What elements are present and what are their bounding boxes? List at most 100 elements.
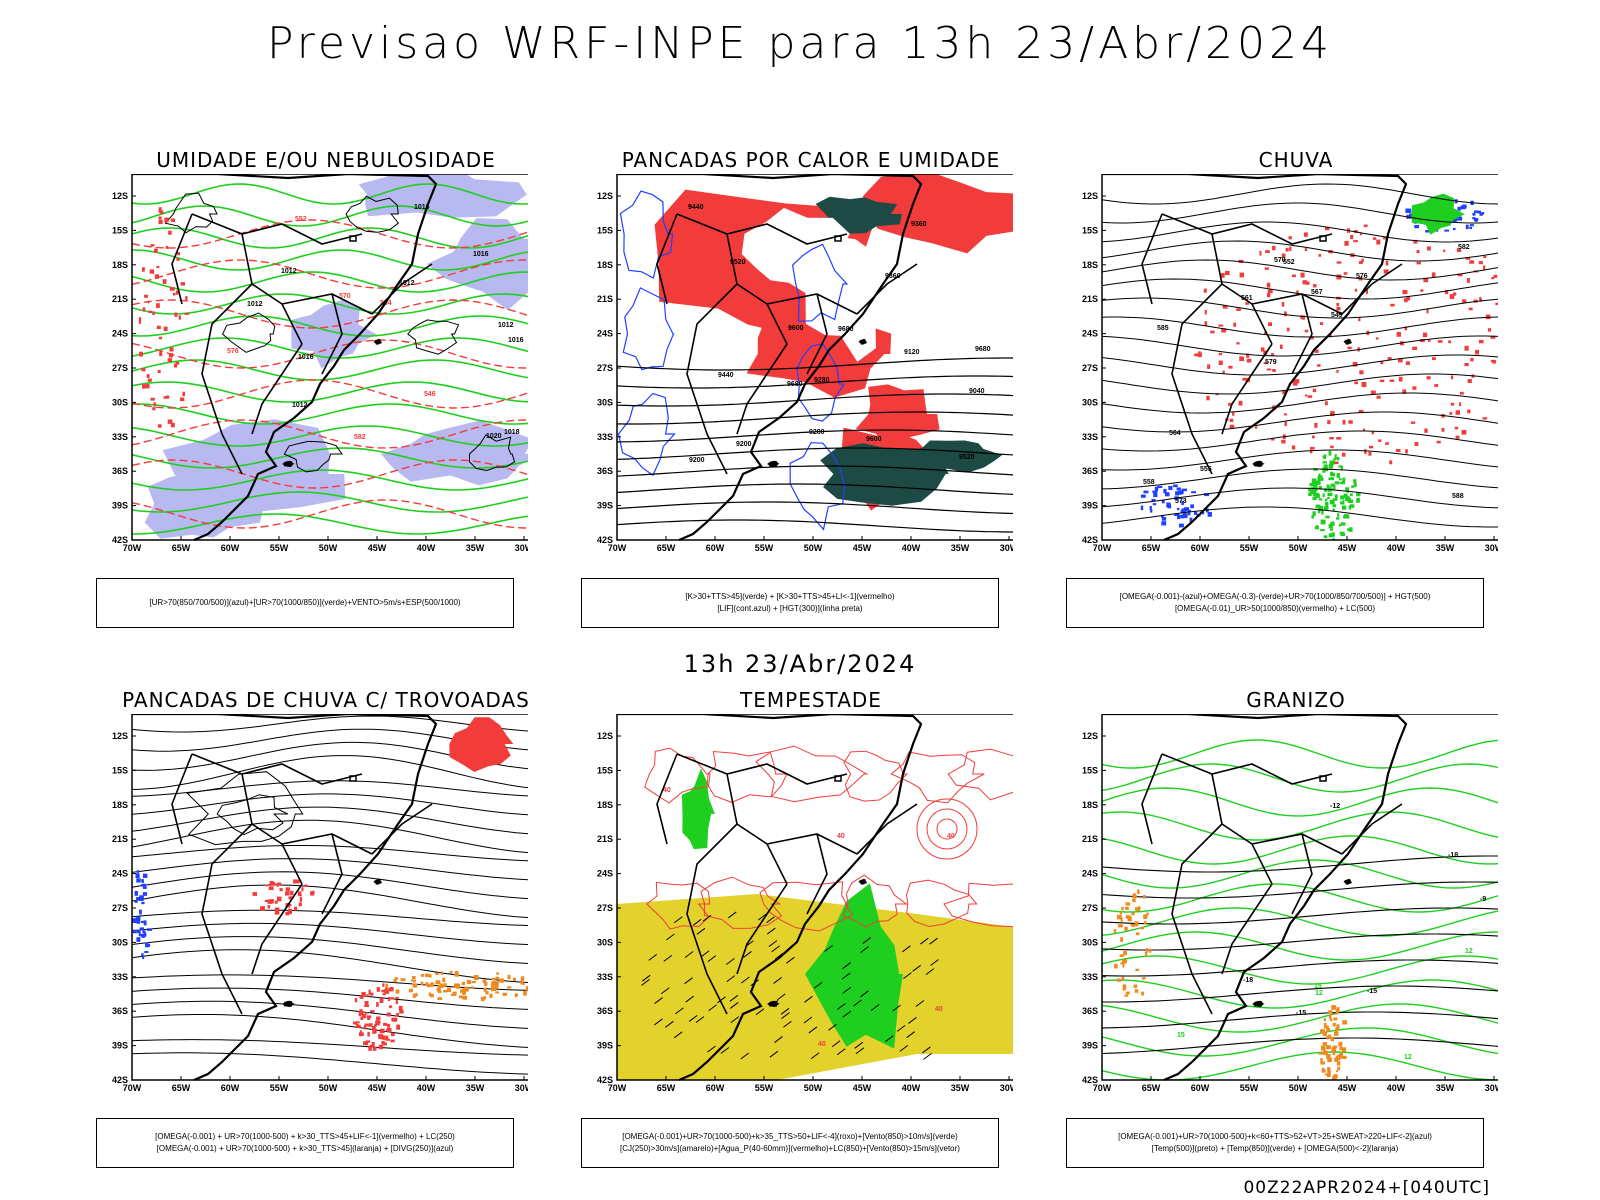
contour-label: 40 xyxy=(837,833,845,840)
y-tick-label: 30S xyxy=(1082,397,1098,407)
state-border xyxy=(321,833,343,915)
convection-strong-area xyxy=(910,440,1004,473)
thickness-contour xyxy=(132,219,528,249)
humidity-dot xyxy=(158,216,162,220)
rain-dot xyxy=(1379,379,1385,383)
rain-dot xyxy=(1424,428,1428,433)
strong-omega-dot xyxy=(1332,538,1335,540)
strong-omega-dot xyxy=(1329,460,1335,465)
rain-dot xyxy=(1358,260,1363,265)
rain-dot xyxy=(1336,306,1341,311)
rain-dot xyxy=(1427,246,1431,251)
strong-omega-dot xyxy=(1339,531,1345,534)
instability-dot xyxy=(393,979,397,983)
omega-dot xyxy=(1320,1061,1326,1065)
storm-dot xyxy=(362,1014,366,1019)
state-border xyxy=(856,263,918,315)
storm-dot xyxy=(395,1000,398,1005)
instability-dot xyxy=(490,983,496,987)
omega-dot xyxy=(1182,488,1187,492)
height-contour xyxy=(617,465,1013,477)
wind-vector xyxy=(929,937,938,945)
strong-omega-dot xyxy=(1313,491,1316,497)
storm-dot xyxy=(372,1026,376,1031)
rain-dot xyxy=(1304,329,1309,333)
y-tick-label: 39S xyxy=(597,1041,613,1051)
rain-dot xyxy=(1268,322,1273,327)
water-contour xyxy=(943,882,1013,928)
storm-dot xyxy=(361,992,366,997)
humidity-contour xyxy=(132,403,528,425)
rain-dot xyxy=(1461,430,1467,435)
y-tick-label: 27S xyxy=(112,903,128,913)
y-tick-label: 24S xyxy=(1082,329,1098,339)
rain-dot xyxy=(1279,344,1283,350)
rain-dot xyxy=(1242,377,1247,381)
storm-dot xyxy=(395,996,399,999)
y-tick-label: 30S xyxy=(597,937,613,947)
x-tick-label: 35W xyxy=(951,543,970,553)
divergence-dot xyxy=(136,919,141,924)
strong-omega-dot xyxy=(1312,488,1318,492)
storm-dot xyxy=(386,1012,391,1017)
rain-dot xyxy=(1319,322,1324,326)
contour-label: 12 xyxy=(1465,948,1473,955)
rain-dot xyxy=(1311,435,1315,439)
x-tick-label: 70W xyxy=(1093,543,1112,553)
storm-dot xyxy=(285,891,290,896)
storm-dot xyxy=(381,1041,385,1044)
wind-vector xyxy=(675,1007,684,1015)
humidity-dot xyxy=(167,419,173,424)
omega-dot xyxy=(1177,507,1180,511)
humidity-dot xyxy=(159,351,163,357)
rain-dot xyxy=(1222,370,1225,374)
instability-dot xyxy=(495,991,500,994)
humidity-dot xyxy=(175,290,179,295)
storm-dot xyxy=(390,1032,395,1037)
storm-dot xyxy=(265,884,268,887)
humidity-dot xyxy=(165,245,169,249)
height-contour xyxy=(1102,316,1498,338)
rain-dot xyxy=(1303,232,1308,237)
rain-dot xyxy=(1420,289,1424,292)
panel-tempestade: TEMPESTADE 40 40 40 40 40 12S 15S 18S 21S 24S 27S 3… xyxy=(571,688,1051,1168)
humidity-dot xyxy=(144,294,148,298)
omega-dot xyxy=(1120,962,1125,965)
omega-dot xyxy=(1339,1053,1343,1059)
wind-vector xyxy=(660,987,670,995)
x-tick-label: 65W xyxy=(657,543,676,553)
instability-dot xyxy=(385,983,388,988)
wind-vector xyxy=(841,972,851,980)
instability-dot xyxy=(435,972,440,975)
temp850-contour xyxy=(1102,811,1498,841)
map-border xyxy=(616,174,1013,541)
omega-dot xyxy=(1335,1027,1338,1032)
rain-dot xyxy=(1444,289,1449,295)
legend-line: [K>30+TTS>45](verde) + [K>30+TTS>45+LI<-… xyxy=(685,592,895,601)
instability-dot xyxy=(408,988,413,993)
wind-vector xyxy=(860,990,869,998)
storm-dot xyxy=(376,987,380,992)
instability-dot xyxy=(415,992,418,997)
rain-dot xyxy=(1204,310,1207,315)
wind-vector xyxy=(923,1053,932,1060)
rain-dot xyxy=(1469,260,1475,264)
rain-dot xyxy=(1434,384,1439,387)
wind-vector xyxy=(729,1002,739,1009)
divergence-dot xyxy=(139,898,144,901)
humidity-dot xyxy=(179,397,185,402)
storm-dot xyxy=(359,1030,362,1033)
instability-dot xyxy=(494,984,499,990)
strong-omega-dot xyxy=(1332,498,1338,501)
wind-vector xyxy=(766,916,775,924)
rain-dot xyxy=(1266,368,1272,371)
rain-dot xyxy=(1330,411,1335,417)
storm-dot xyxy=(379,1028,385,1034)
x-tick-label: 45W xyxy=(853,543,872,553)
geography xyxy=(132,174,438,542)
y-tick-label: 12S xyxy=(1082,731,1098,741)
height-contour xyxy=(1102,411,1498,433)
rain-dot xyxy=(1347,346,1352,350)
pressure-contour xyxy=(164,192,218,234)
